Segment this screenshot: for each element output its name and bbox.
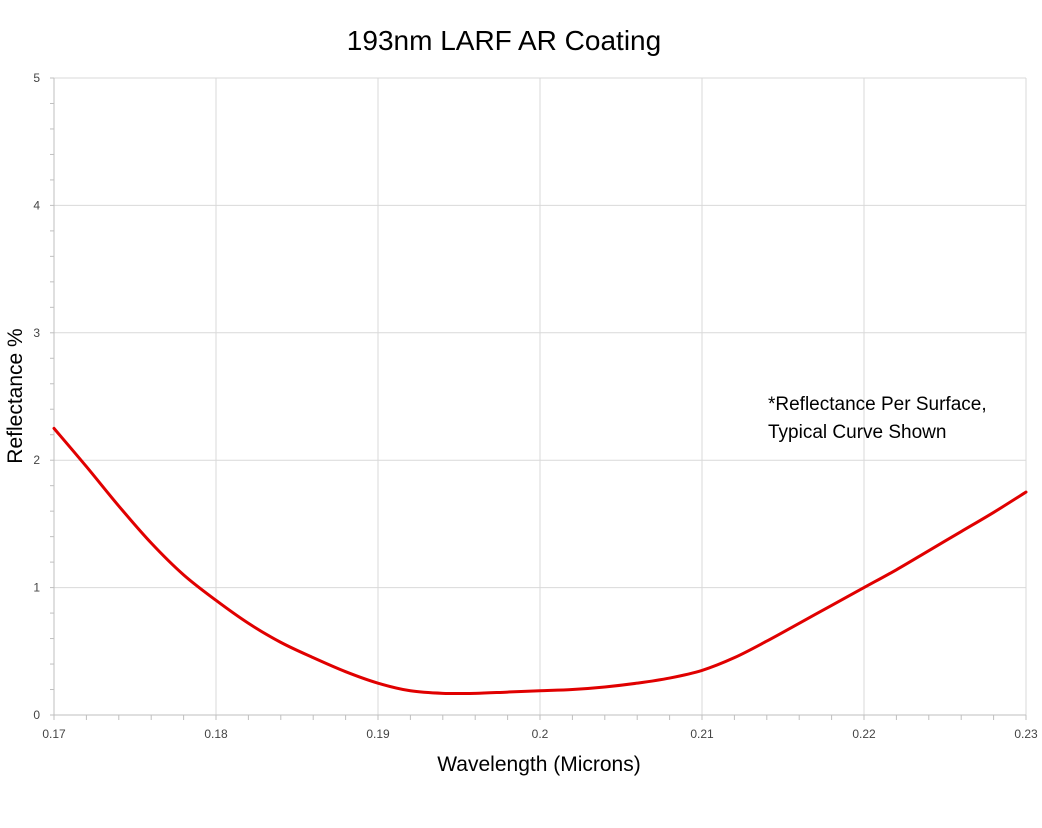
y-tick-label: 2 [33, 453, 40, 467]
x-tick-label: 0.23 [1014, 727, 1038, 741]
grid [54, 77, 1027, 715]
reflectance-series-line [52, 426, 1028, 696]
minor-ticks [50, 77, 1027, 720]
x-tick-label: 0.22 [852, 727, 876, 741]
y-tick-label: 5 [33, 71, 40, 85]
tick-labels: 0 1 2 3 4 5 0.17 0.18 0.19 0.2 0.21 0.22 0.23 [33, 71, 1038, 741]
annotation-line-1: *Reflectance Per Surface, [768, 394, 987, 415]
annotation-line-2: Typical Curve Shown [768, 422, 946, 443]
axes [53, 78, 1026, 716]
y-tick-label: 4 [33, 198, 40, 212]
x-tick-label: 0.2 [532, 727, 549, 741]
x-tick-label: 0.21 [690, 727, 714, 741]
y-tick-label: 3 [33, 326, 40, 340]
x-axis-label: Wavelength (Microns) [437, 753, 640, 776]
y-tick-label: 1 [33, 581, 40, 595]
y-tick-label: 0 [33, 708, 40, 722]
series-layer [52, 426, 1028, 696]
y-axis-label: Reflectance % [4, 328, 27, 463]
chart-title: 193nm LARF AR Coating [347, 25, 661, 56]
x-tick-label: 0.18 [204, 727, 228, 741]
x-tick-label: 0.17 [42, 727, 66, 741]
x-tick-label: 0.19 [366, 727, 390, 741]
